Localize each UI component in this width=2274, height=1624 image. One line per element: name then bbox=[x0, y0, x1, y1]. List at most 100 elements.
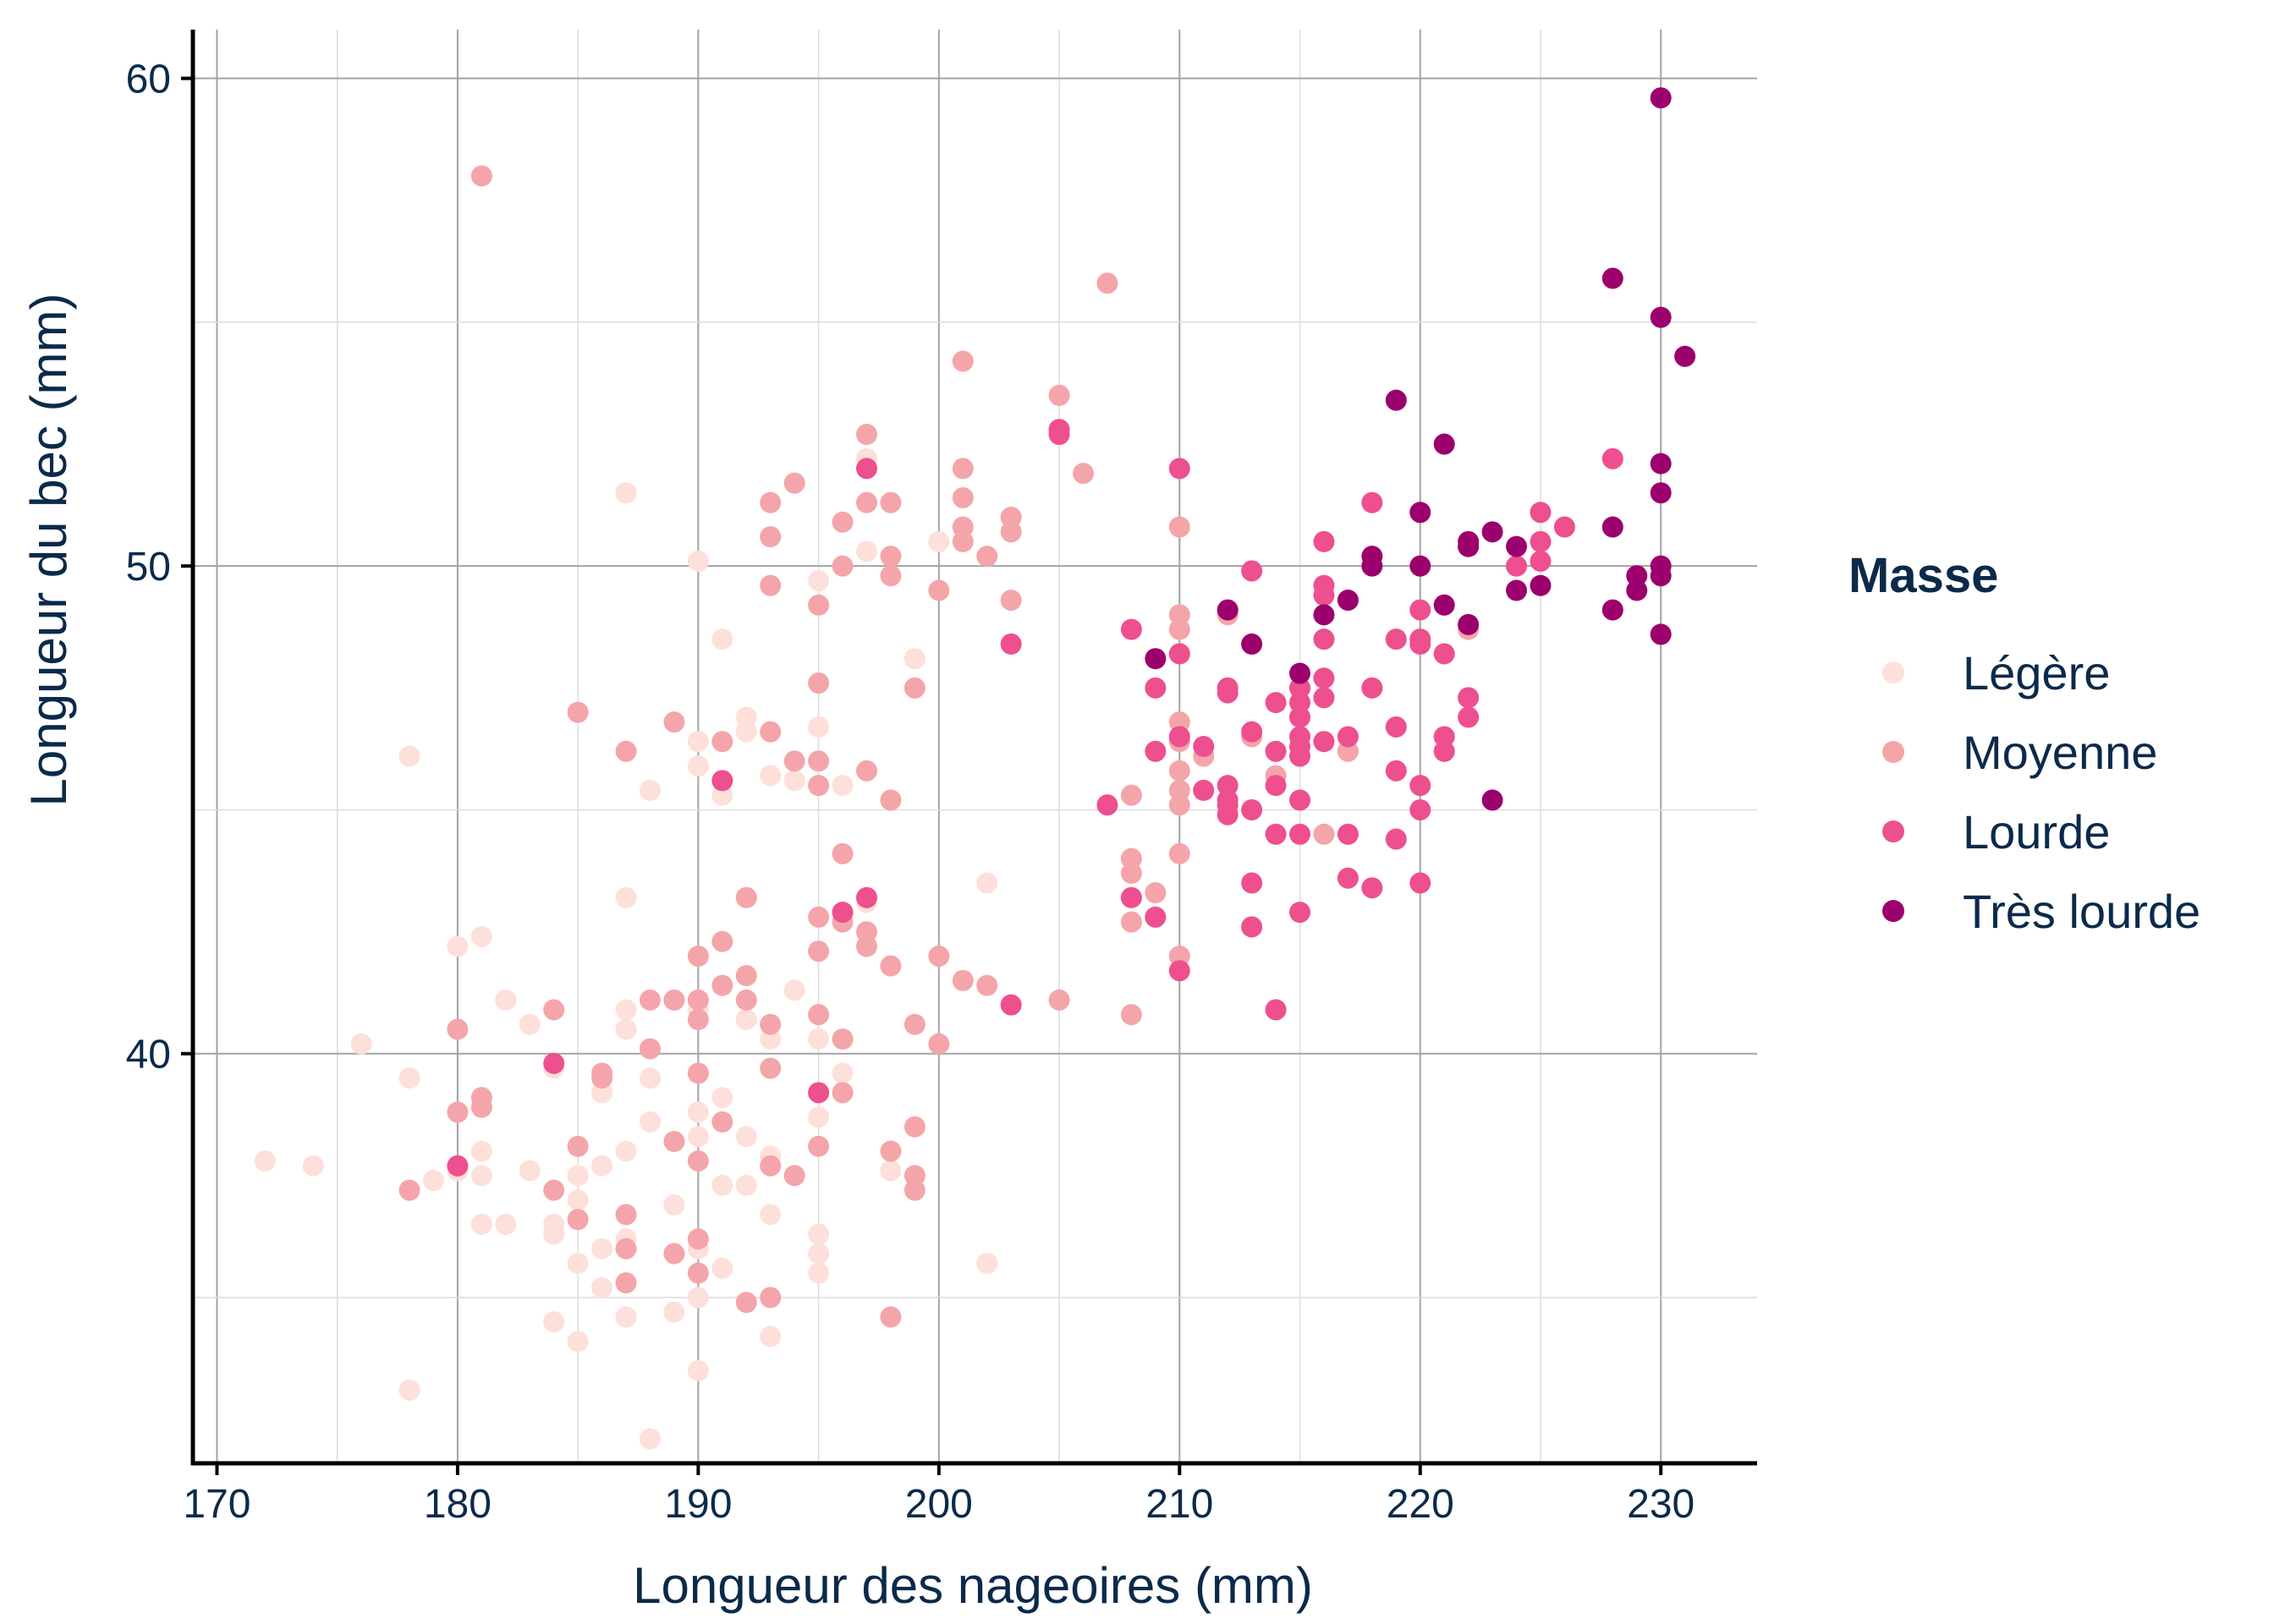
data-point bbox=[663, 711, 685, 733]
legend-item: Lourde bbox=[1882, 805, 2110, 859]
data-point bbox=[855, 540, 877, 562]
data-point bbox=[615, 1306, 637, 1328]
data-point bbox=[1601, 599, 1623, 621]
data-point bbox=[1361, 555, 1383, 577]
data-point bbox=[1337, 823, 1359, 845]
x-tick-label: 220 bbox=[1387, 1482, 1454, 1527]
data-point bbox=[1601, 267, 1623, 289]
data-point bbox=[1193, 736, 1215, 757]
data-point bbox=[615, 1237, 637, 1259]
data-point bbox=[470, 1214, 492, 1235]
data-point bbox=[1073, 463, 1095, 485]
y-tick-label: 40 bbox=[126, 1033, 171, 1078]
data-point bbox=[615, 1018, 637, 1040]
data-point bbox=[567, 1135, 589, 1157]
legend-label: Très lourde bbox=[1963, 885, 2200, 938]
data-point bbox=[808, 1028, 830, 1050]
data-point bbox=[711, 770, 733, 792]
data-point bbox=[832, 842, 854, 864]
data-point bbox=[398, 745, 420, 767]
data-point bbox=[1120, 911, 1142, 933]
data-point bbox=[495, 1214, 517, 1235]
data-point bbox=[1096, 272, 1118, 294]
data-point bbox=[1145, 677, 1167, 699]
data-point bbox=[928, 945, 950, 967]
data-point bbox=[398, 1067, 420, 1089]
data-point bbox=[1650, 87, 1672, 109]
data-point bbox=[1409, 599, 1431, 621]
data-point bbox=[1409, 502, 1431, 524]
data-point bbox=[855, 458, 877, 480]
data-point bbox=[735, 989, 757, 1011]
data-point bbox=[1168, 726, 1190, 748]
data-point bbox=[1145, 740, 1167, 762]
data-point bbox=[1458, 706, 1480, 728]
data-point bbox=[808, 1223, 830, 1245]
data-point bbox=[1385, 389, 1407, 411]
data-point bbox=[760, 1028, 782, 1050]
data-point bbox=[1000, 994, 1022, 1016]
data-point bbox=[760, 1287, 782, 1309]
data-point bbox=[543, 1311, 565, 1333]
data-point bbox=[1096, 794, 1118, 816]
data-point bbox=[760, 1013, 782, 1035]
data-point bbox=[1168, 516, 1190, 538]
data-point bbox=[1458, 535, 1480, 557]
data-point bbox=[760, 765, 782, 787]
data-point bbox=[1313, 604, 1335, 626]
data-point bbox=[1145, 648, 1167, 670]
data-point bbox=[808, 1106, 830, 1128]
data-point bbox=[711, 974, 733, 996]
data-point bbox=[567, 701, 589, 723]
data-point bbox=[783, 750, 805, 772]
data-point bbox=[1361, 877, 1383, 899]
data-point bbox=[808, 1135, 830, 1157]
data-point bbox=[663, 989, 685, 1011]
data-point bbox=[904, 677, 926, 699]
data-point bbox=[904, 1013, 926, 1035]
data-point bbox=[808, 1243, 830, 1265]
data-point bbox=[855, 760, 877, 782]
legend-item: Moyenne bbox=[1882, 726, 2157, 779]
legend-label: Légère bbox=[1963, 646, 2110, 700]
data-point bbox=[543, 1052, 565, 1074]
data-point bbox=[567, 1189, 589, 1211]
y-tick-label: 60 bbox=[126, 58, 171, 102]
data-point bbox=[663, 1130, 685, 1152]
data-point bbox=[615, 1272, 637, 1294]
legend-item: Très lourde bbox=[1882, 885, 2200, 938]
data-point bbox=[639, 1111, 661, 1133]
data-point bbox=[1385, 716, 1407, 738]
data-point bbox=[1530, 530, 1552, 552]
data-point bbox=[1241, 721, 1263, 743]
data-point bbox=[1530, 550, 1552, 572]
data-point bbox=[687, 731, 709, 753]
data-point bbox=[904, 1116, 926, 1138]
data-point bbox=[1313, 628, 1335, 650]
data-point bbox=[928, 579, 950, 601]
data-point bbox=[1385, 828, 1407, 850]
data-point bbox=[760, 491, 782, 513]
data-point bbox=[735, 721, 757, 743]
data-point bbox=[808, 750, 830, 772]
data-point bbox=[1337, 740, 1359, 762]
data-point bbox=[808, 906, 830, 928]
data-point bbox=[447, 1101, 469, 1123]
data-point bbox=[495, 989, 517, 1011]
data-point bbox=[808, 672, 830, 694]
data-point bbox=[760, 1155, 782, 1177]
data-point bbox=[880, 789, 902, 811]
data-point bbox=[1241, 916, 1263, 938]
data-point bbox=[1674, 345, 1696, 367]
data-point bbox=[1289, 745, 1311, 767]
data-point bbox=[855, 921, 877, 943]
data-point bbox=[470, 1096, 492, 1118]
data-point bbox=[976, 1253, 998, 1275]
data-point bbox=[1000, 521, 1022, 543]
data-point bbox=[735, 1292, 757, 1314]
data-point bbox=[880, 546, 902, 568]
data-point bbox=[687, 1287, 709, 1309]
axes bbox=[190, 30, 1757, 1466]
